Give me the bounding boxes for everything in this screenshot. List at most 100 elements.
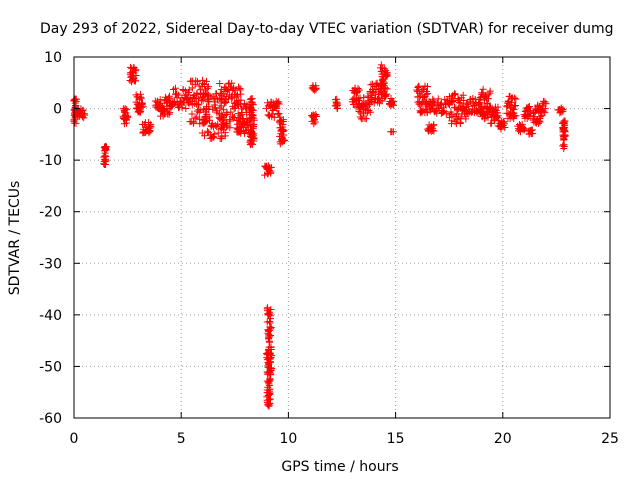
data-point [530, 109, 538, 117]
data-point [312, 84, 320, 92]
data-point [194, 107, 202, 115]
data-point [520, 126, 528, 134]
data-point [226, 124, 234, 132]
data-point [249, 140, 257, 148]
data-point [81, 111, 89, 119]
data-point [494, 103, 502, 111]
data-point [365, 107, 373, 115]
data-point [103, 143, 111, 151]
data-point [470, 101, 478, 109]
data-point [536, 118, 544, 126]
y-tick-label: -40 [39, 308, 62, 324]
data-point [434, 95, 442, 103]
data-point [383, 71, 391, 79]
data-point [377, 61, 385, 69]
data-point [249, 101, 257, 109]
data-point [456, 118, 464, 126]
data-point [415, 82, 423, 90]
data-point [390, 101, 398, 109]
data-point [267, 364, 275, 372]
x-tick-label: 20 [494, 431, 512, 447]
data-point [123, 112, 131, 120]
y-tick-label: -20 [39, 205, 62, 221]
data-point [220, 123, 228, 131]
data-point [512, 112, 520, 120]
data-point [360, 110, 368, 118]
data-point [131, 77, 139, 85]
data-point [102, 146, 110, 154]
data-point [512, 102, 520, 110]
data-point [123, 106, 131, 114]
data-point [136, 93, 144, 101]
data-point [181, 87, 189, 95]
data-point [222, 96, 229, 104]
data-point [430, 127, 438, 135]
data-point [512, 95, 520, 103]
plot-frame [73, 56, 611, 419]
axes: 0 5 10 15 20 25 -60 -50 -40 -30 -20 -10 0 10 [39, 50, 619, 447]
data-point [381, 84, 389, 92]
data-point [484, 114, 492, 122]
data-point [451, 90, 459, 98]
data-point [231, 90, 239, 98]
data-point [493, 113, 501, 121]
data-point [195, 101, 203, 109]
data-point [271, 104, 279, 112]
data-point [220, 106, 228, 114]
chart-title: Day 293 of 2022, Sidereal Day-to-day VTE… [40, 21, 614, 37]
data-point [355, 107, 363, 115]
data-point [236, 86, 244, 94]
data-point [266, 395, 274, 403]
data-point [136, 108, 144, 116]
data-point [216, 80, 224, 88]
data-point [138, 101, 146, 109]
data-point [280, 137, 288, 145]
data-point [264, 304, 272, 312]
data-point [541, 105, 549, 113]
data-point [388, 97, 396, 105]
data-point [102, 153, 110, 161]
data-point [221, 132, 229, 140]
y-tick-label: -10 [39, 153, 62, 169]
data-point [480, 115, 488, 123]
data-point [454, 95, 462, 103]
data-point [171, 84, 179, 92]
data-point [178, 104, 186, 112]
x-axis-label: GPS time / hours [281, 459, 398, 475]
data-point [529, 130, 537, 138]
data-point [267, 163, 275, 171]
data-point [203, 89, 211, 97]
data-point [223, 111, 231, 119]
data-point [485, 95, 493, 103]
data-point [234, 91, 242, 99]
x-tick-label: 15 [387, 431, 405, 447]
y-tick-label: -30 [39, 256, 62, 272]
data-point [132, 66, 140, 74]
data-point [248, 100, 256, 108]
data-point [437, 99, 445, 107]
data-point [352, 89, 360, 97]
data-point [214, 129, 222, 137]
data-point [209, 93, 217, 101]
data-point [561, 131, 569, 139]
data-point [560, 142, 568, 150]
x-tick-label: 5 [177, 431, 186, 447]
data-point [250, 130, 258, 138]
data-point [334, 104, 342, 112]
data-point [250, 120, 258, 128]
data-point [383, 72, 391, 80]
data-point [248, 105, 256, 113]
data-point [199, 79, 207, 87]
data-point [279, 137, 287, 145]
data-point [199, 97, 207, 105]
data-point [147, 120, 155, 128]
data-point [220, 99, 228, 107]
data-point [430, 121, 438, 129]
data-point [267, 345, 275, 353]
data-point [541, 98, 549, 106]
data-point [448, 117, 456, 125]
data-point [417, 102, 425, 110]
data-point [203, 127, 211, 135]
y-tick-label: 10 [44, 50, 62, 66]
